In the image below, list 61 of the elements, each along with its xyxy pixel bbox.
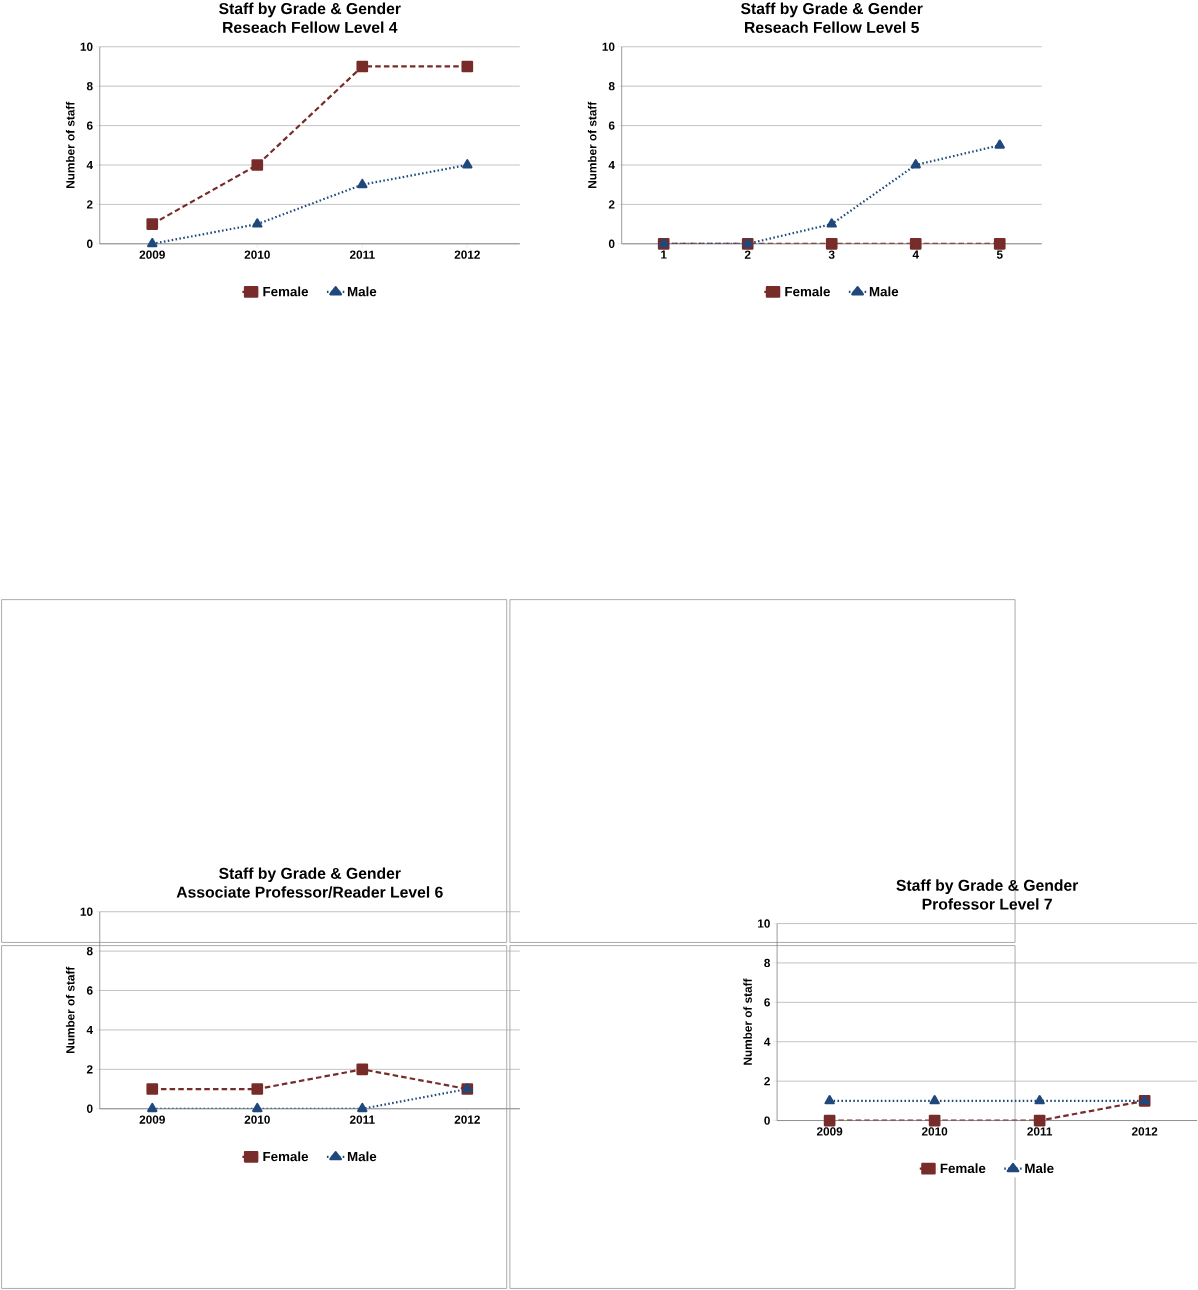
- y-tick-label: 0: [87, 1104, 93, 1113]
- chart-subtitle: Associate Professor/Reader Level 6: [176, 886, 443, 898]
- chart-title: Staff by Grade & Gender: [896, 879, 1079, 895]
- y-tick-label: 4: [764, 1037, 771, 1046]
- legend-label: Male: [348, 1151, 377, 1162]
- y-axis-title: Number of staff: [588, 101, 597, 189]
- x-tick-label: 3: [828, 250, 835, 259]
- x-tick-label: 4: [912, 250, 920, 259]
- y-tick-label: 2: [764, 1077, 771, 1086]
- y-tick-label: 8: [609, 82, 615, 91]
- y-tick-label: 2: [609, 200, 615, 209]
- chart-title: Staff by Grade & Gender: [219, 867, 401, 883]
- x-tick-label: 2009: [139, 1115, 166, 1124]
- chart-subtitle: Professor Level 7: [922, 898, 1053, 910]
- y-tick-label: 0: [609, 239, 615, 248]
- x-tick-label: 2012: [1132, 1127, 1158, 1136]
- y-tick-label: 10: [80, 907, 93, 916]
- x-tick-label: 2: [745, 250, 751, 259]
- y-axis-title: Number of staff: [743, 978, 753, 1065]
- y-tick-label: 10: [758, 919, 771, 928]
- x-tick-label: 2012: [454, 1115, 481, 1124]
- y-tick-label: 4: [86, 1025, 94, 1034]
- y-tick-label: 8: [87, 946, 93, 956]
- y-tick-label: 10: [80, 42, 93, 51]
- y-tick-label: 6: [87, 986, 93, 995]
- x-tick-label: 2009: [139, 250, 166, 259]
- x-tick-label: 1: [661, 250, 667, 259]
- chart-title: Staff by Grade & Gender: [219, 2, 401, 18]
- x-tick-label: 2011: [350, 1115, 375, 1124]
- legend-label: Male: [1025, 1163, 1054, 1174]
- y-tick-label: 4: [608, 160, 616, 170]
- y-axis-title: Number of staff: [66, 101, 75, 189]
- y-tick-label: 2: [87, 200, 93, 209]
- x-tick-label: 2010: [922, 1127, 948, 1136]
- y-tick-label: 8: [87, 82, 93, 91]
- y-tick-label: 0: [87, 239, 93, 248]
- chart-title: Staff by Grade & Gender: [741, 2, 923, 18]
- y-tick-label: 2: [87, 1065, 93, 1074]
- y-axis-title: Number of staff: [66, 966, 75, 1053]
- x-tick-label: 2012: [454, 250, 481, 259]
- legend-label: Female: [785, 286, 831, 297]
- x-tick-label: 2011: [1027, 1127, 1053, 1136]
- y-tick-label: 8: [764, 958, 771, 968]
- x-tick-label: 5: [997, 250, 1003, 259]
- y-tick-label: 10: [602, 42, 615, 51]
- y-tick-label: 6: [609, 121, 615, 130]
- chart-subtitle: Reseach Fellow Level 5: [745, 21, 920, 33]
- x-tick-label: 2010: [244, 250, 271, 259]
- chart-subtitle: Reseach Fellow Level 4: [223, 21, 398, 33]
- y-tick-label: 6: [764, 998, 771, 1007]
- legend-label: Male: [870, 286, 899, 297]
- y-tick-label: 4: [86, 160, 94, 170]
- y-tick-label: 0: [764, 1116, 771, 1125]
- legend-label: Male: [348, 286, 377, 297]
- legend-label: Female: [940, 1163, 986, 1174]
- x-tick-label: 2009: [817, 1127, 843, 1136]
- x-tick-label: 2010: [244, 1115, 271, 1124]
- legend-label: Female: [263, 286, 309, 297]
- legend-label: Female: [263, 1151, 309, 1162]
- y-tick-label: 6: [87, 121, 93, 130]
- x-tick-label: 2011: [350, 250, 375, 259]
